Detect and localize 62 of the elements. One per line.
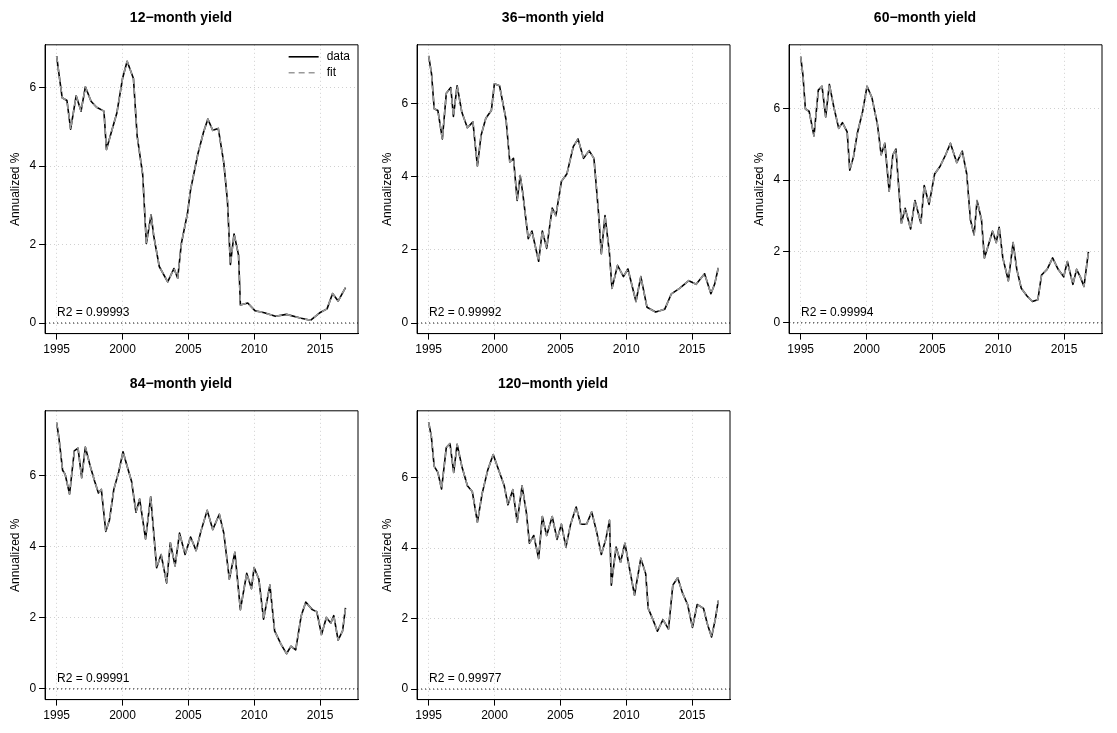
x-tick-label: 1995 [43,342,71,357]
x-tick-label: 2010 [240,708,268,723]
y-axis-title: Annualized % [379,518,394,592]
y-tick-label: 0 [29,681,37,696]
y-tick-label: 2 [401,610,409,625]
y-tick-label: 0 [401,681,409,696]
x-tick-label: 2015 [1050,342,1078,357]
y-tick-label: 0 [773,315,781,330]
x-tick-label: 1995 [415,708,443,723]
x-tick-label: 2000 [109,342,137,357]
annotation: R2 = 0.99977 [429,671,502,686]
legend-label: fit [326,65,337,80]
x-tick-label: 2015 [678,342,706,357]
annotation: R2 = 0.99991 [57,671,130,686]
x-tick-label: 1995 [43,708,71,723]
x-tick-label: 2005 [175,342,203,357]
x-tick-label: 2010 [612,708,640,723]
x-tick-label: 2000 [481,342,509,357]
x-tick-label: 2005 [919,342,947,357]
y-tick-label: 6 [401,96,409,111]
y-tick-label: 6 [29,79,37,94]
chart-title: 84−month yield [129,375,233,392]
y-axis-title: Annualized % [751,152,766,226]
y-tick-label: 2 [29,236,37,251]
chart-title: 36−month yield [501,9,605,26]
chart-title: 120−month yield [497,375,609,392]
x-tick-label: 2010 [612,342,640,357]
y-tick-label: 4 [401,169,409,184]
y-tick-label: 2 [29,610,37,625]
x-tick-label: 2000 [481,708,509,723]
y-tick-label: 6 [401,470,409,485]
x-tick-label: 2010 [984,342,1012,357]
y-tick-label: 4 [401,540,409,555]
y-axis-title: Annualized % [379,152,394,226]
x-tick-label: 2015 [306,708,334,723]
y-axis-title: Annualized % [7,152,22,226]
y-tick-label: 0 [401,315,409,330]
x-tick-label: 2000 [853,342,881,357]
x-tick-label: 2010 [240,342,268,357]
x-tick-label: 2005 [547,342,575,357]
y-tick-label: 2 [401,242,409,257]
x-tick-label: 2015 [306,342,334,357]
y-axis-title: Annualized % [7,518,22,592]
y-tick-label: 6 [29,467,37,482]
annotation: R2 = 0.99994 [801,305,874,320]
x-tick-label: 2015 [678,708,706,723]
y-tick-label: 0 [29,315,37,330]
chart-title: 60−month yield [873,9,977,26]
y-tick-label: 4 [29,158,37,173]
y-tick-label: 2 [773,243,781,258]
chart-title: 12−month yield [129,9,233,26]
x-tick-label: 2005 [547,708,575,723]
x-tick-label: 1995 [415,342,443,357]
legend-label: data [326,49,351,64]
annotation: R2 = 0.99993 [57,305,130,320]
annotation: R2 = 0.99992 [429,305,502,320]
x-tick-label: 1995 [787,342,815,357]
x-tick-label: 2000 [109,708,137,723]
x-tick-label: 2005 [175,708,203,723]
y-tick-label: 4 [773,172,781,187]
y-tick-label: 4 [29,538,37,553]
y-tick-label: 6 [773,101,781,116]
